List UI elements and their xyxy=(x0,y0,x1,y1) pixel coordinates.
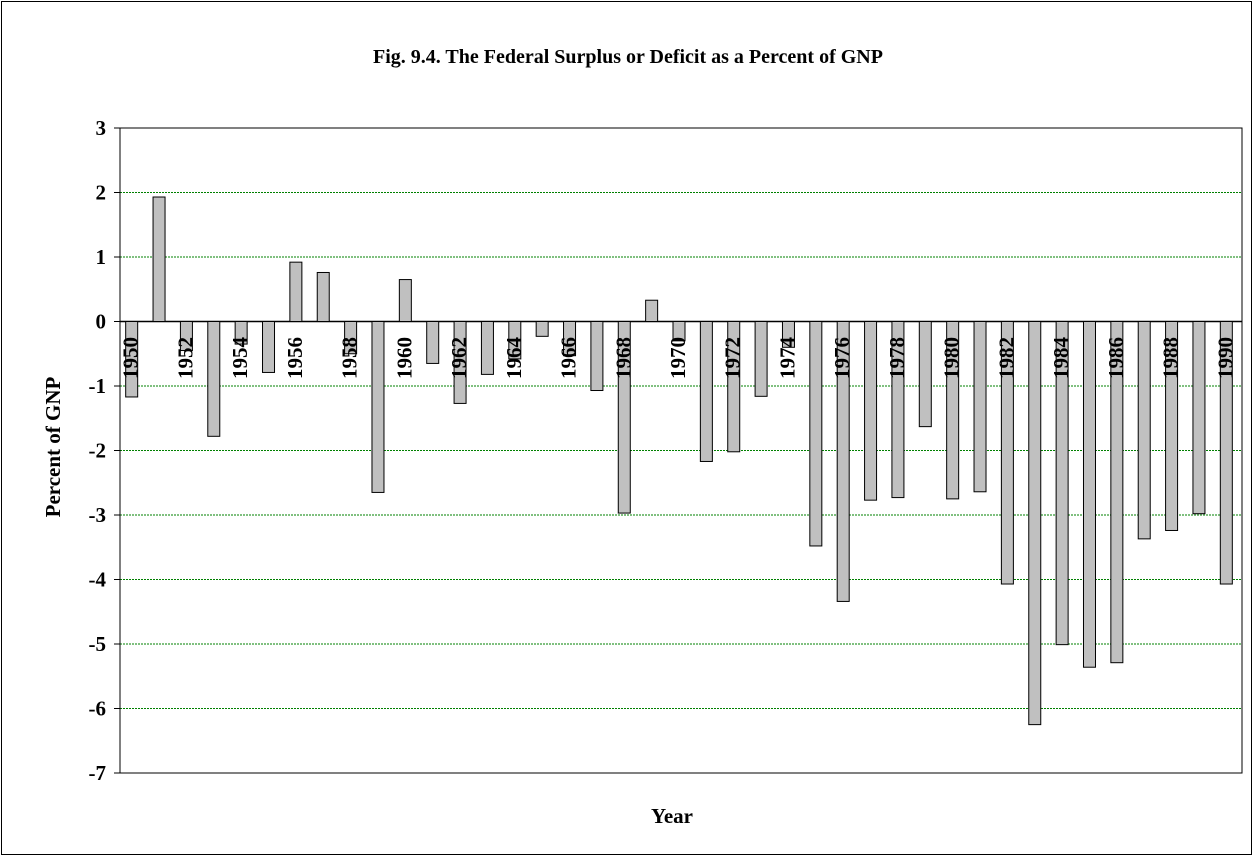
bar-1950 xyxy=(125,321,139,398)
bar-1986 xyxy=(1110,321,1124,664)
bar-1961 xyxy=(426,321,440,364)
bar-1967 xyxy=(590,321,604,392)
x-tick-label: 1962 xyxy=(447,337,471,379)
chart-title: Fig. 9.4. The Federal Surplus or Deficit… xyxy=(373,46,883,68)
bar-1985 xyxy=(1082,321,1096,668)
bar-1987 xyxy=(1137,321,1151,540)
bar-1957 xyxy=(316,271,330,323)
bar-1963 xyxy=(480,321,494,375)
y-axis-label: Percent of GNP xyxy=(41,376,65,517)
bar-1960 xyxy=(398,279,412,323)
x-tick-label: 1978 xyxy=(885,337,909,379)
x-axis-label: Year xyxy=(651,804,693,828)
bar-1954 xyxy=(234,321,248,345)
bar-1951 xyxy=(152,196,166,322)
x-tick-label: 1966 xyxy=(557,337,581,379)
x-tick-label: 1960 xyxy=(392,337,416,379)
x-tick-label: 1970 xyxy=(666,337,690,379)
x-tick-label: 1972 xyxy=(721,337,745,379)
bar-1979 xyxy=(918,321,932,428)
bar-1982 xyxy=(1000,321,1014,585)
y-ticks: 3 2 1 0 -1 -2 -3 -4 -5 -6 -7 xyxy=(89,116,120,785)
x-tick-label: 1956 xyxy=(283,337,307,379)
bar-1972 xyxy=(727,321,741,453)
bar-1978 xyxy=(891,321,905,499)
x-tick-label: 1988 xyxy=(1159,337,1183,379)
bar-1976 xyxy=(836,321,850,602)
x-tick-label: 1964 xyxy=(502,337,526,380)
x-tick-label: 1980 xyxy=(940,337,964,379)
bar-1952 xyxy=(179,321,193,352)
x-tick-label: 1984 xyxy=(1049,337,1073,380)
x-tick-label: 1986 xyxy=(1104,337,1128,379)
y-tick-label: 3 xyxy=(96,116,107,140)
y-tick-label: -3 xyxy=(89,503,107,527)
y-tick-label: 2 xyxy=(96,181,107,205)
bar-1955 xyxy=(262,321,276,373)
bar-1989 xyxy=(1192,321,1206,515)
y-tick-label: -5 xyxy=(89,632,107,656)
x-tick-label: 1976 xyxy=(830,337,854,379)
bar-1975 xyxy=(809,321,823,547)
gridlines xyxy=(120,192,1242,709)
bar-1971 xyxy=(699,321,713,462)
y-tick-label: -6 xyxy=(89,697,107,721)
bar-1973 xyxy=(754,321,768,397)
bar-1959 xyxy=(371,321,385,493)
x-tick-label: 1952 xyxy=(173,337,197,379)
bar-1956 xyxy=(289,261,303,323)
bar-1966 xyxy=(563,321,577,357)
bar-1984 xyxy=(1055,321,1069,646)
bar-1969 xyxy=(645,299,659,322)
bar-1958 xyxy=(344,321,358,355)
y-tick-label: -4 xyxy=(89,568,107,592)
bar-1953 xyxy=(207,321,221,437)
x-tick-label: 1968 xyxy=(611,337,635,379)
bar-1983 xyxy=(1028,321,1042,726)
bars xyxy=(125,196,1233,726)
x-tick-label: 1950 xyxy=(119,337,143,379)
bar-1962 xyxy=(453,321,467,404)
y-tick-label: -1 xyxy=(89,374,107,398)
bar-1964 xyxy=(508,321,522,360)
x-ticks: 1950 1952 1954 1956 1958 1960 1962 1964 1966 1968… xyxy=(119,337,1238,380)
y-tick-label: -7 xyxy=(89,761,107,785)
bar-1974 xyxy=(781,321,795,348)
bar-1988 xyxy=(1165,321,1179,531)
bar-1968 xyxy=(617,321,631,514)
y-tick-label: 1 xyxy=(96,245,107,269)
y-tick-label: 0 xyxy=(96,310,107,334)
x-tick-label: 1982 xyxy=(994,337,1018,379)
bar-1990 xyxy=(1219,321,1233,585)
bar-1977 xyxy=(864,321,878,501)
x-tick-label: 1990 xyxy=(1213,337,1237,379)
y-tick-label: -2 xyxy=(89,439,107,463)
bar-1980 xyxy=(946,321,960,500)
bar-1970 xyxy=(672,321,686,342)
x-tick-label: 1974 xyxy=(775,337,799,380)
x-tick-label: 1954 xyxy=(228,337,252,380)
bar-1981 xyxy=(973,321,987,493)
bar-1965 xyxy=(535,321,549,337)
x-tick-label: 1958 xyxy=(338,337,362,379)
